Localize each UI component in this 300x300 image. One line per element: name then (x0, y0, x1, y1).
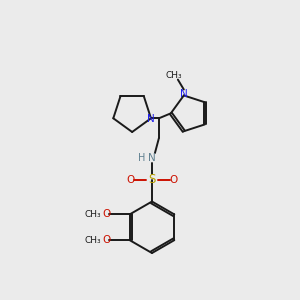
Text: O: O (170, 175, 178, 185)
Text: S: S (148, 173, 156, 186)
Text: N: N (148, 153, 156, 163)
Text: N: N (180, 89, 188, 99)
Text: CH₃: CH₃ (166, 71, 182, 80)
Text: CH₃: CH₃ (85, 210, 101, 219)
Text: N: N (147, 114, 155, 124)
Text: O: O (126, 175, 134, 185)
Text: O: O (103, 209, 111, 219)
Text: CH₃: CH₃ (85, 236, 101, 245)
Text: O: O (103, 235, 111, 245)
Text: H: H (138, 153, 146, 163)
